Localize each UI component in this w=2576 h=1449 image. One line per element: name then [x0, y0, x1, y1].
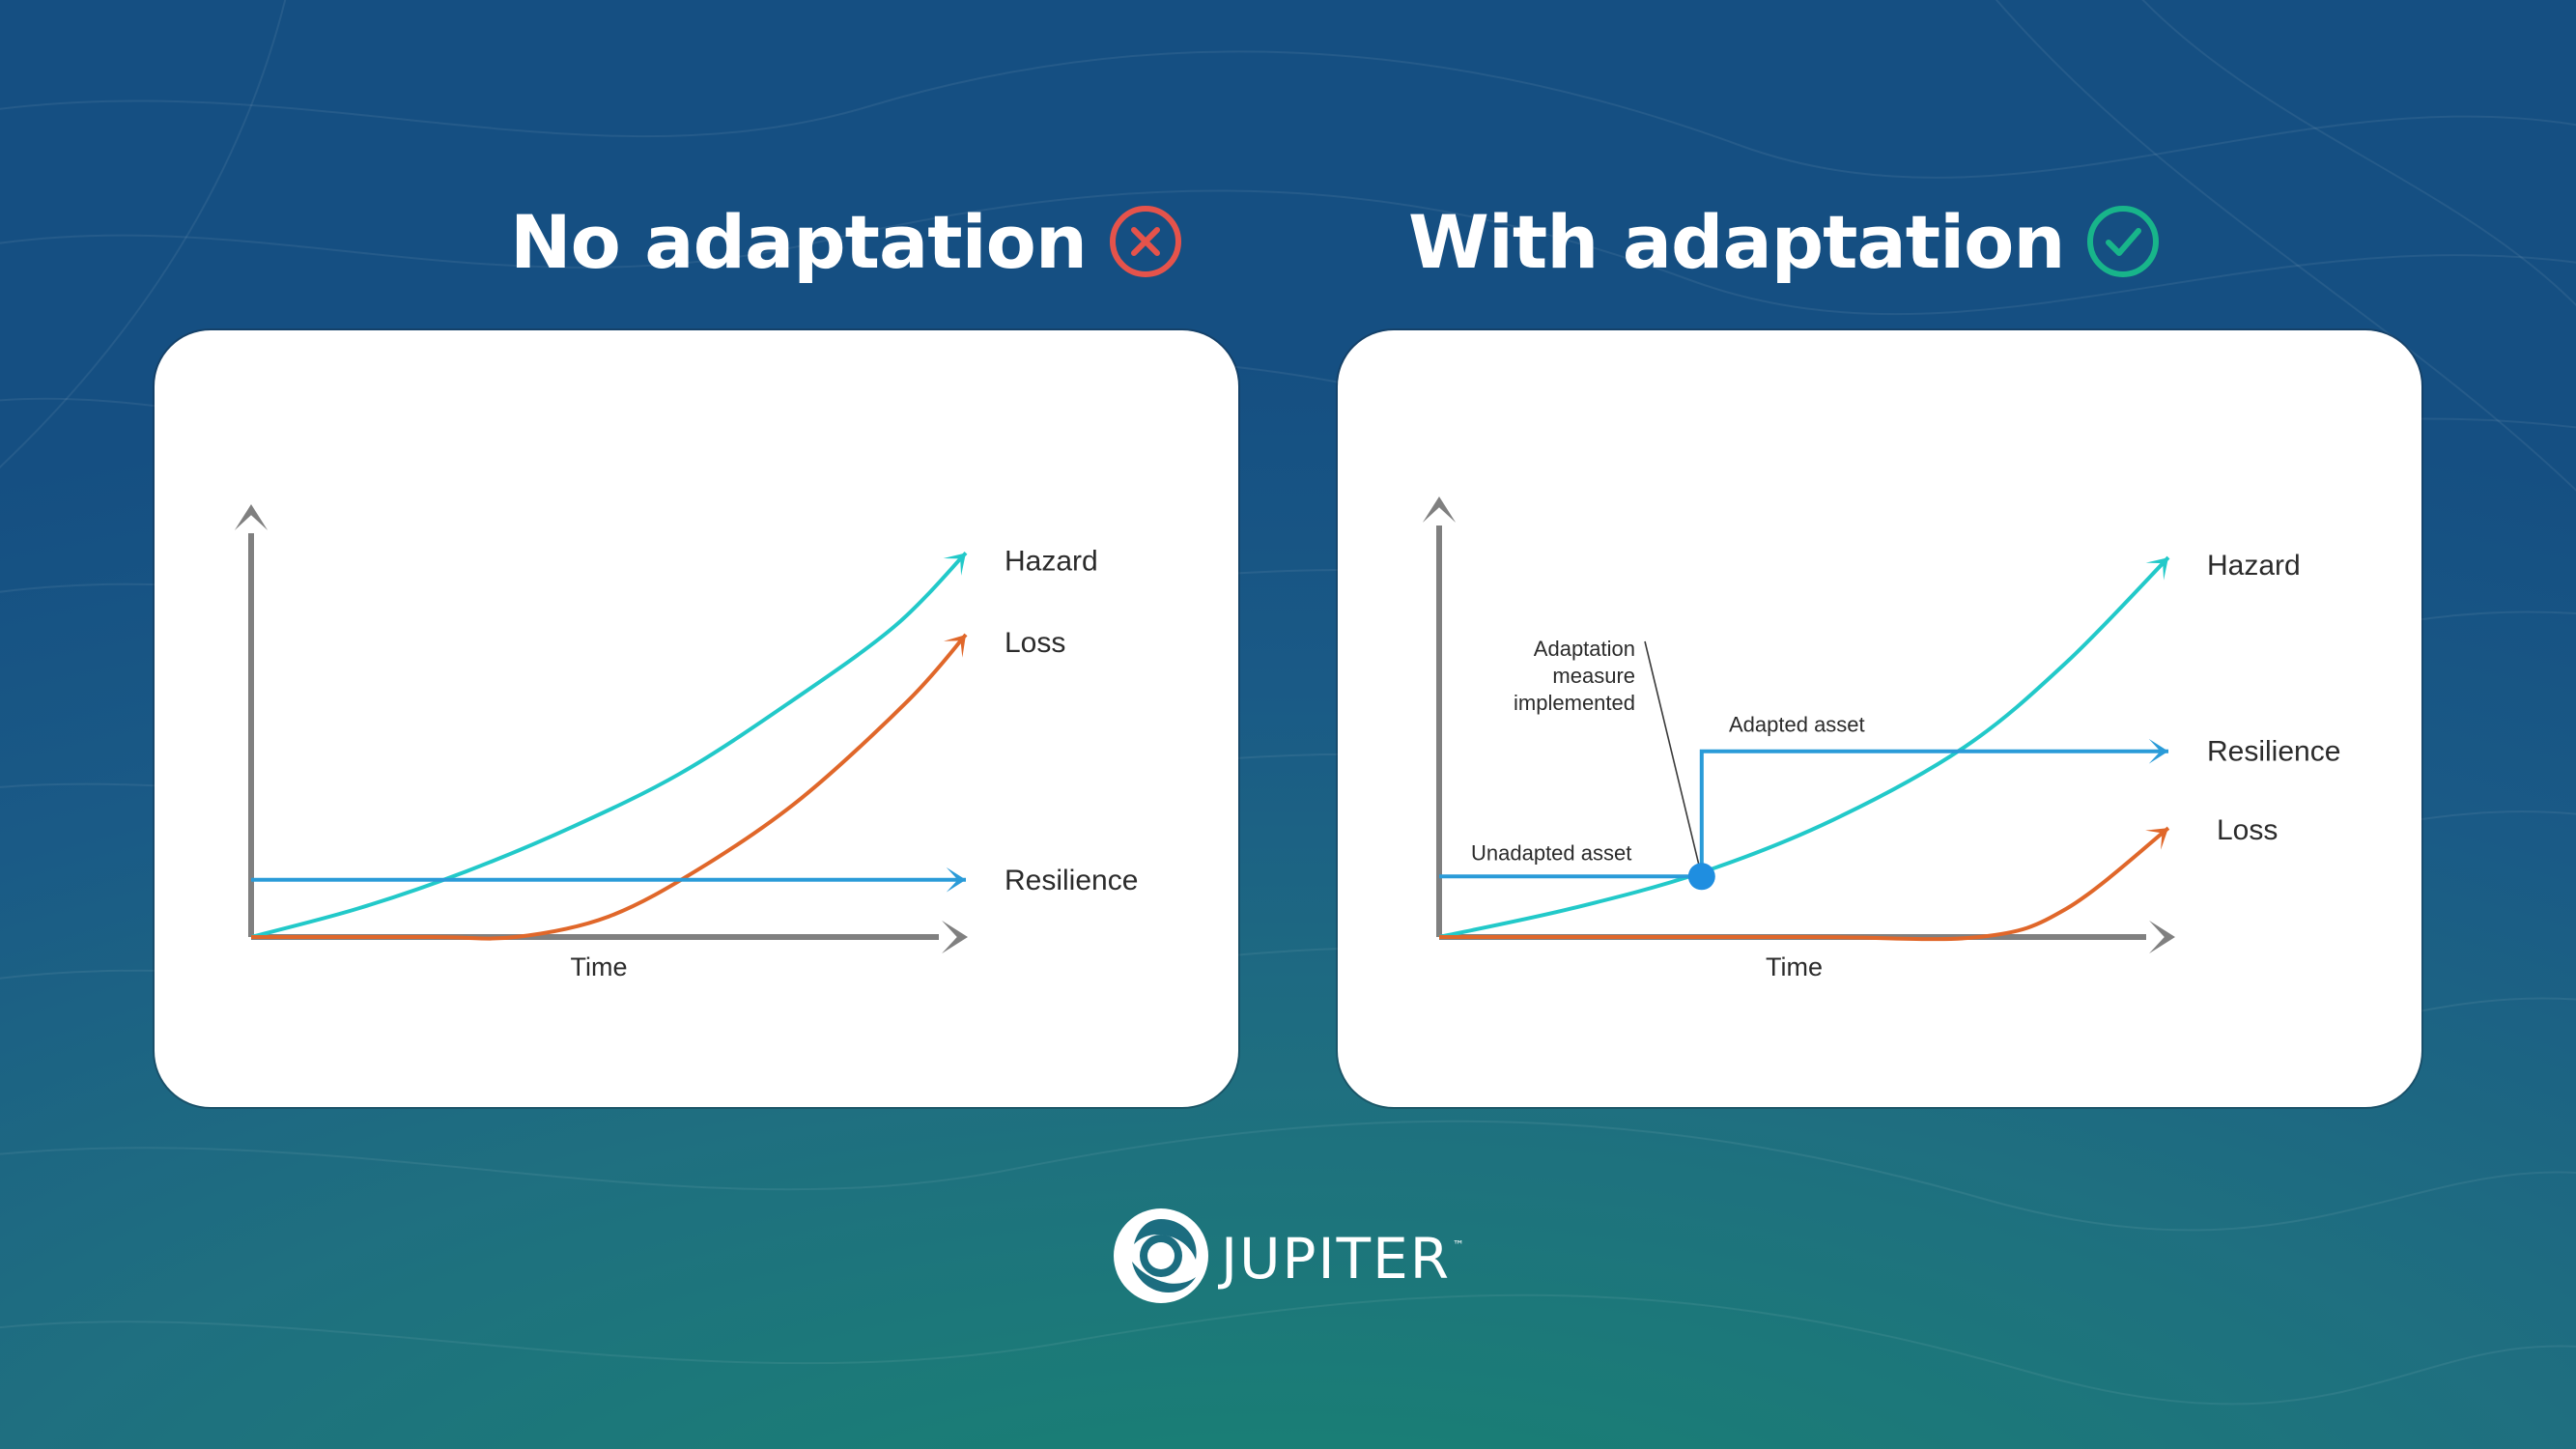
series-loss-line [1439, 826, 2170, 942]
y-axis-arrow [1422, 497, 1457, 524]
series-label-loss: Loss [1005, 627, 1065, 659]
x-circle-icon [1108, 204, 1183, 279]
trademark-symbol: ™ [1453, 1238, 1465, 1252]
series-resilience-arrow [2148, 738, 2168, 764]
x-axis-arrow [941, 920, 968, 954]
series-hazard-line [1438, 555, 2170, 939]
series-label-resilience: Resilience [2207, 736, 2340, 768]
x-axis-label: Time [571, 952, 628, 981]
series-label-resilience: Resilience [1005, 865, 1138, 896]
annotation-leader-line [1644, 640, 1703, 877]
jupiter-logo: JUPITER ™ [1111, 1208, 1464, 1309]
series-hazard-arrow [943, 553, 966, 576]
series-hazard-arrow [2145, 557, 2168, 581]
chart-no-adaptation: Time Hazard Loss Resilience [234, 504, 1138, 981]
series-label-hazard: Hazard [1005, 545, 1098, 577]
annotation-measure-line1: Adaptation [1534, 637, 1635, 661]
series-loss-line [251, 633, 968, 941]
series-resilience-arrow [946, 867, 966, 893]
check-circle-icon [2085, 204, 2161, 279]
x-axis-arrow [2148, 920, 2175, 954]
jupiter-logo-icon [1111, 1206, 1211, 1311]
y-axis-arrow [234, 504, 269, 531]
heading-with-adaptation: With adaptation [1408, 193, 2161, 290]
series-label-hazard: Hazard [2207, 550, 2301, 582]
adaptation-measure-point [1687, 863, 1715, 891]
chart-card-no-adaptation: Time Hazard Loss Resilience [155, 330, 1238, 1107]
series-loss-arrow [2145, 828, 2168, 850]
heading-no-adaptation: No adaptation [510, 193, 1183, 290]
x-axis-label: Time [1766, 952, 1823, 981]
chart-card-with-adaptation: Time Hazard Loss Resilience Adaptation measur… [1338, 330, 2421, 1107]
series-resilience-line [1439, 749, 2168, 879]
heading-no-adaptation-text: No adaptation [510, 198, 1088, 285]
annotation-unadapted-asset: Unadapted asset [1471, 840, 1631, 865]
annotation-adapted-asset: Adapted asset [1729, 713, 1865, 737]
heading-with-adaptation-text: With adaptation [1408, 198, 2065, 285]
annotation-measure-line3: implemented [1514, 691, 1635, 715]
chart-with-adaptation: Time Hazard Loss Resilience Adaptation measur… [1422, 497, 2340, 981]
jupiter-logo-text: JUPITER [1221, 1225, 1452, 1292]
series-hazard-line [250, 551, 968, 939]
annotation-measure-line2: measure [1552, 664, 1635, 688]
series-label-loss: Loss [2217, 814, 2278, 846]
series-loss-arrow [943, 634, 966, 658]
